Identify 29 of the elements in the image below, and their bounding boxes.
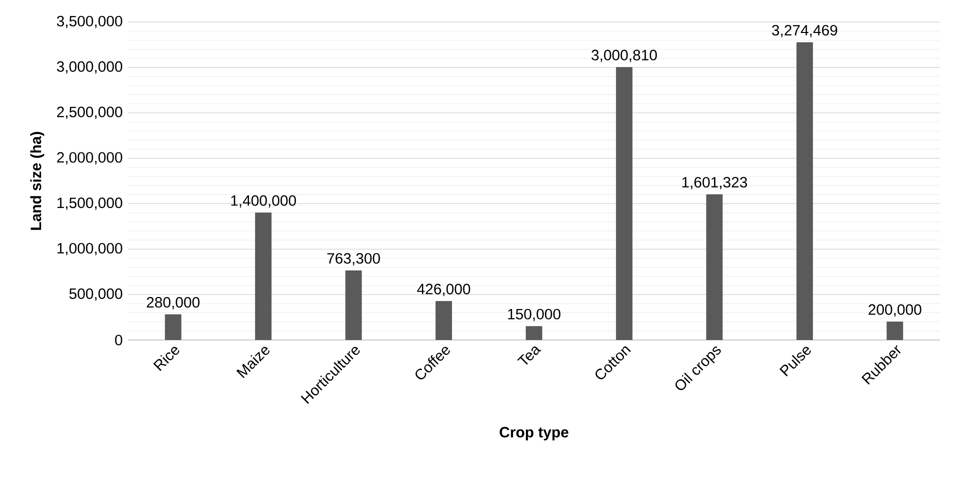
y-tick-label: 3,000,000 xyxy=(56,61,122,74)
data-label: 3,000,810 xyxy=(592,50,657,62)
x-tick-label: Tea xyxy=(517,346,542,365)
bar xyxy=(706,194,723,340)
y-tick-label: 0 xyxy=(115,334,122,346)
bar xyxy=(616,67,632,340)
bar xyxy=(886,322,904,340)
y-tick-label: 500,000 xyxy=(69,288,122,301)
data-label: 1,400,000 xyxy=(231,195,296,208)
data-label: 280,000 xyxy=(146,297,200,310)
data-label: 3,274,469 xyxy=(772,24,838,38)
bar xyxy=(164,314,182,340)
data-label: 426,000 xyxy=(417,284,470,296)
y-tick-label: 1,000,000 xyxy=(57,242,122,256)
data-label: 200,000 xyxy=(868,304,922,317)
bar xyxy=(255,212,272,340)
y-axis-title: Land size (ha) xyxy=(30,132,44,230)
bar xyxy=(436,301,452,340)
x-axis-title: Crop type xyxy=(500,426,568,440)
y-tick-label: 2,500,000 xyxy=(57,106,122,120)
data-label: 150,000 xyxy=(508,308,560,322)
y-tick-label: 3,500,000 xyxy=(56,16,122,28)
bar xyxy=(345,270,362,340)
y-tick-label: 2,000,000 xyxy=(57,152,122,164)
data-label: 1,601,323 xyxy=(682,176,748,190)
x-tick-label: Rice xyxy=(153,346,180,372)
y-tick-label: 1,500,000 xyxy=(57,198,122,210)
data-label: 763,300 xyxy=(327,253,380,266)
bar xyxy=(796,42,813,340)
